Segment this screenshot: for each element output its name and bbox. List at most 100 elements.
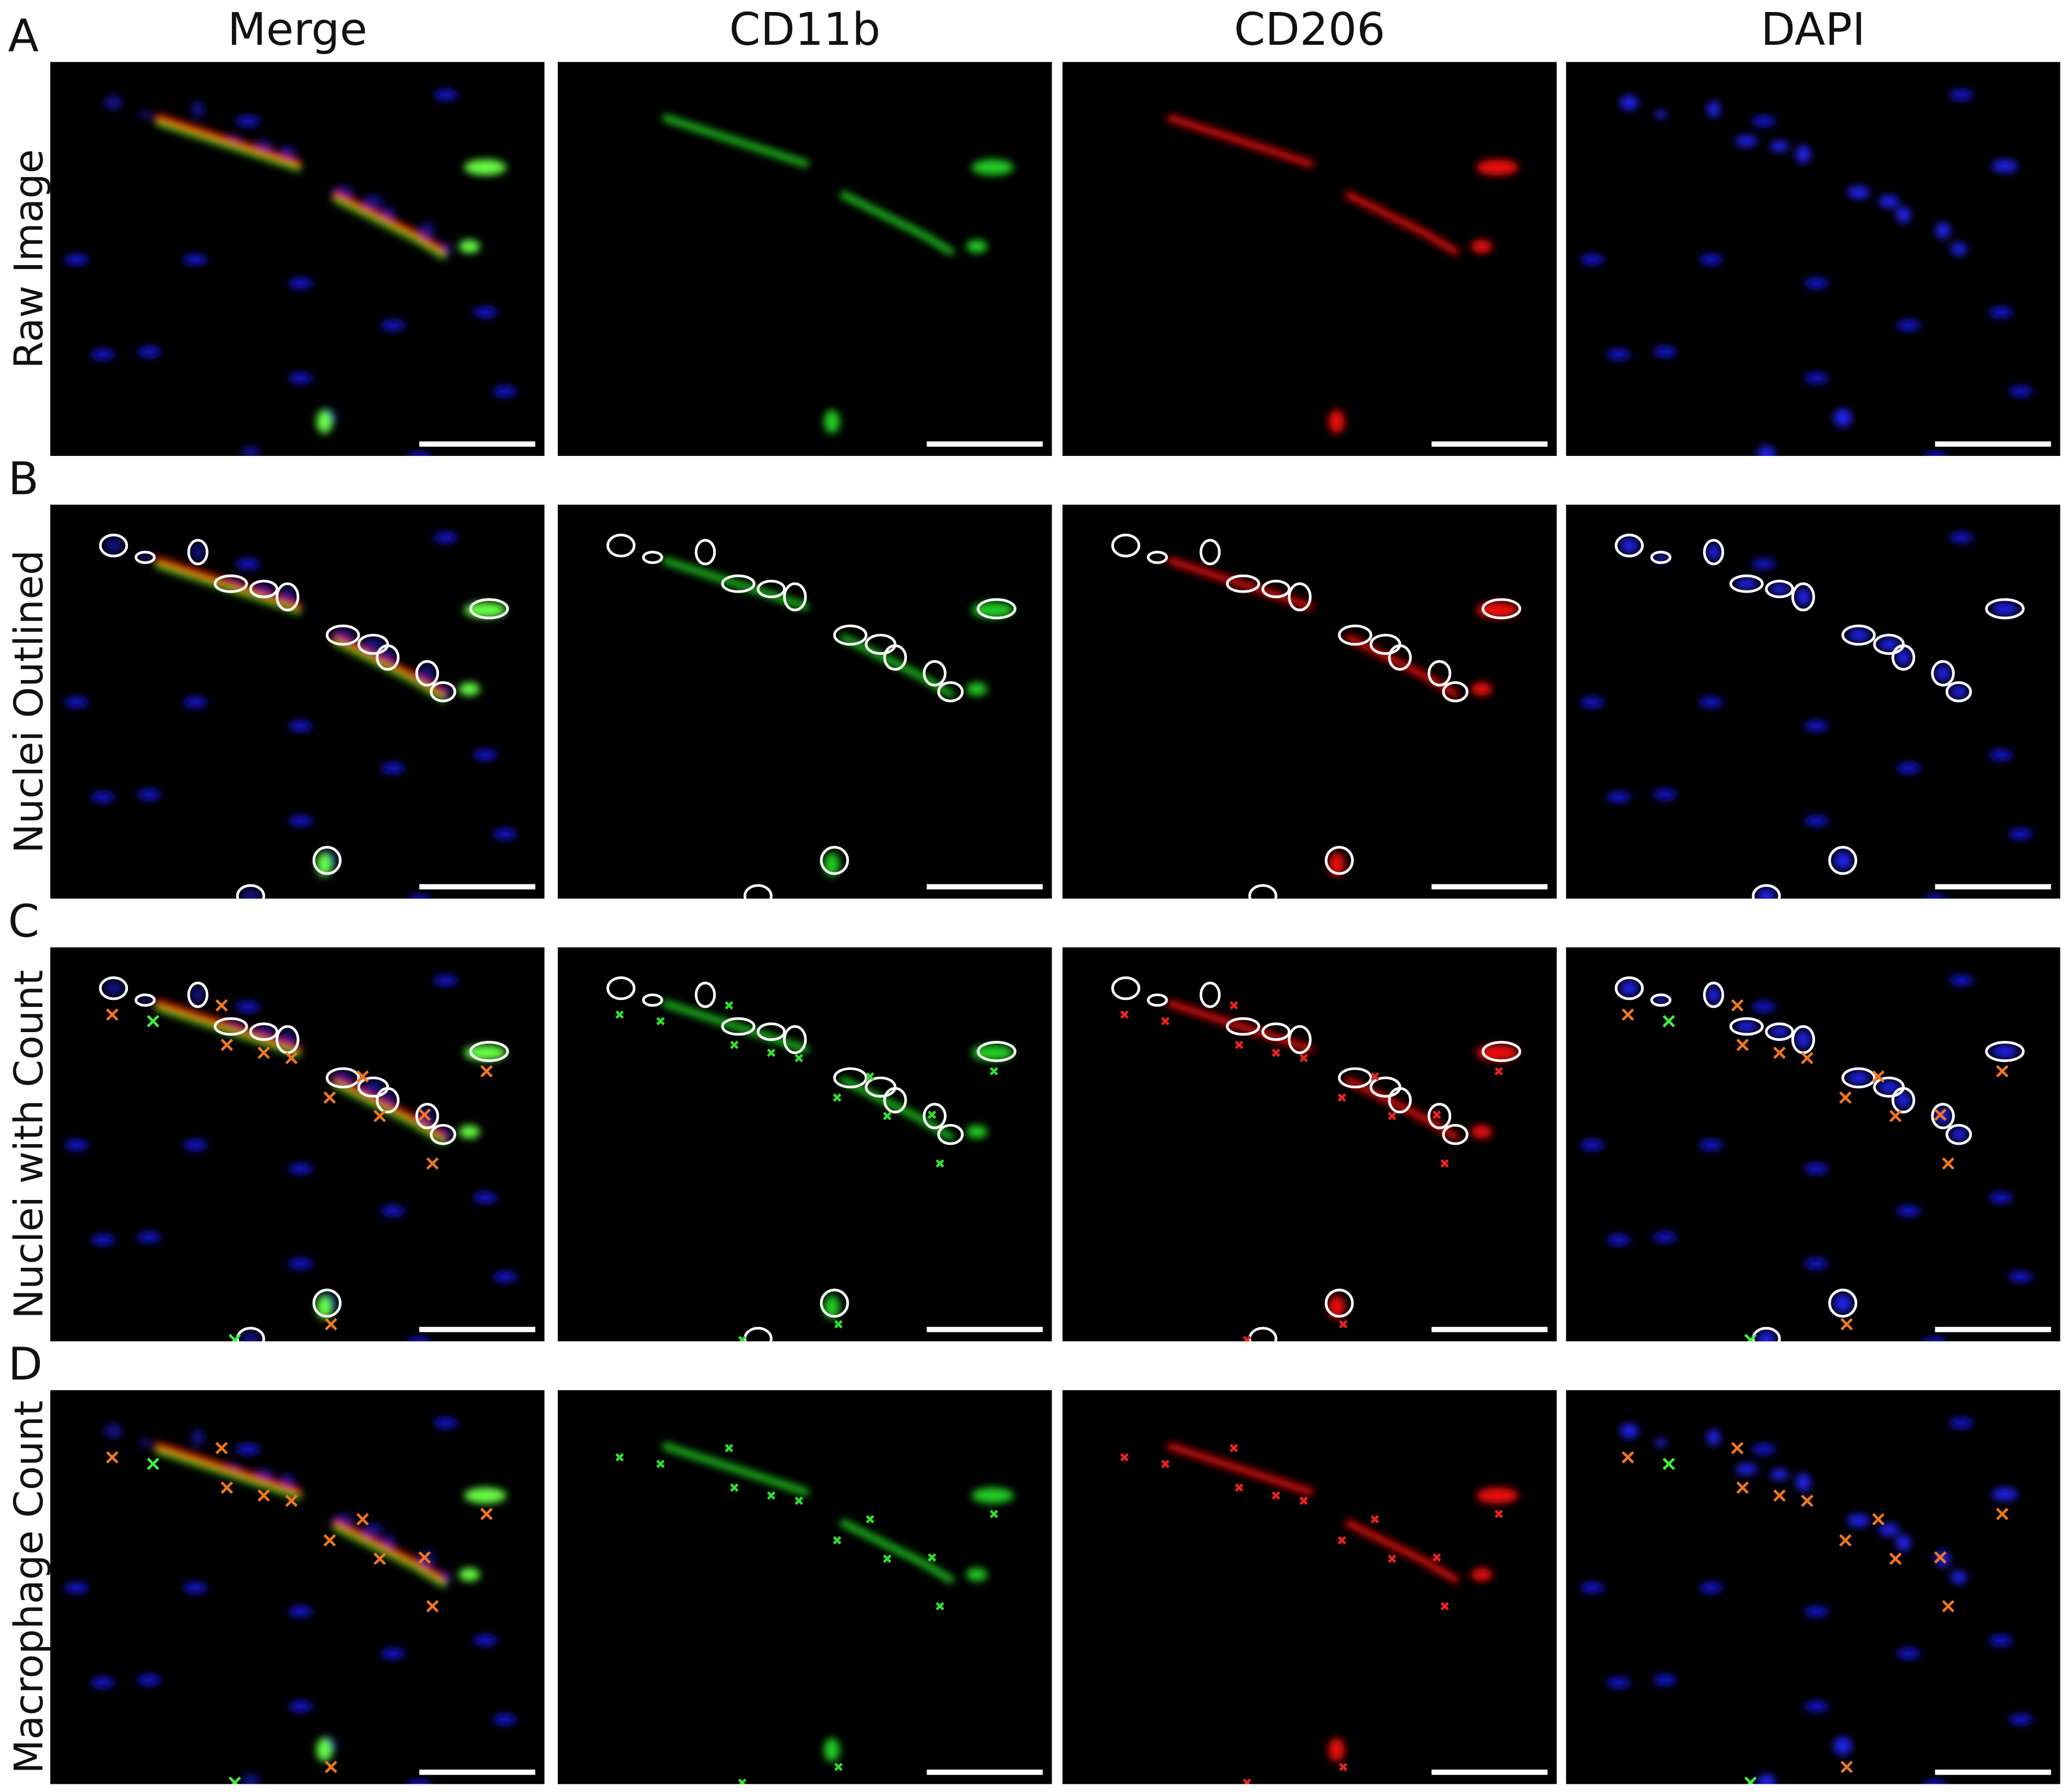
nucleus-signal [1923, 1337, 1947, 1342]
nucleus-signal [407, 894, 431, 899]
cell-signal [971, 159, 1014, 175]
nucleus-outline [756, 1022, 786, 1041]
count-marker [418, 1551, 431, 1564]
nucleus-signal [2008, 1714, 2033, 1725]
count-marker [883, 1554, 892, 1563]
count-marker [426, 1157, 439, 1170]
nucleus-outline [1427, 1103, 1452, 1129]
red-signal [331, 1518, 448, 1585]
nucleus-signal [65, 697, 89, 708]
nucleus-signal [104, 1424, 123, 1439]
count-marker [989, 1509, 999, 1519]
nucleus-outline [1199, 538, 1221, 566]
nucleus-signal [363, 195, 384, 208]
count-marker [480, 1065, 493, 1077]
count-marker [989, 1067, 999, 1076]
cell-signal [464, 159, 506, 175]
nucleus-outline [1945, 1123, 1972, 1145]
cell-signal [824, 1295, 840, 1319]
count-marker [1934, 1108, 1947, 1121]
nucleus-signal [1607, 792, 1631, 803]
count-marker [1801, 1494, 1814, 1507]
cell-signal [1476, 159, 1519, 175]
image-panel [50, 1390, 545, 1784]
nucleus-signal [1896, 320, 1921, 331]
count-marker [1494, 1067, 1503, 1076]
nucleus-signal [1805, 1606, 1829, 1617]
count-marker [1744, 1333, 1757, 1342]
count-marker [1662, 1015, 1675, 1028]
nucleus-signal [191, 101, 205, 118]
count-marker [1440, 1159, 1449, 1168]
nucleus-signal [1847, 186, 1870, 199]
nucleus-signal [1770, 140, 1789, 152]
cell-signal [1471, 1125, 1492, 1139]
count-marker [258, 1489, 270, 1502]
nucleus-outline [469, 1041, 509, 1062]
count-marker [1229, 1444, 1239, 1453]
count-marker [1621, 1008, 1634, 1021]
count-marker [927, 1553, 937, 1562]
count-marker [426, 1600, 439, 1613]
nucleus-outline [1891, 644, 1916, 671]
count-marker [833, 1536, 842, 1545]
nucleus-signal [1847, 628, 1870, 642]
marker-signal [662, 999, 809, 1053]
nucleus-signal [1699, 1582, 1723, 1594]
nucleus-signal [1796, 1473, 1811, 1492]
marker-signal [839, 190, 955, 256]
panel-letter: A [8, 10, 39, 62]
column-header: CD11b [729, 4, 881, 56]
nucleus-signal [1751, 1001, 1776, 1012]
nucleus-signal [1796, 1030, 1811, 1049]
image-panel [50, 947, 545, 1342]
nucleus-signal [65, 254, 89, 265]
panel-background [50, 62, 545, 456]
count-marker [1338, 1093, 1346, 1102]
nucleus-signal [241, 1331, 260, 1342]
nucleus-outline [783, 582, 807, 612]
nucleus-outline [1442, 1123, 1469, 1145]
nucleus-outline [1985, 1041, 2025, 1062]
nucleus-signal [1796, 587, 1811, 606]
nucleus-signal [1735, 578, 1758, 589]
nucleus-outline [135, 551, 156, 564]
red-signal [154, 113, 302, 169]
nucleus-signal [1950, 1571, 1967, 1584]
nucleus-outline [977, 1041, 1017, 1062]
fluorescence [1580, 532, 2033, 899]
nucleus-signal [1896, 1092, 1911, 1109]
count-marker [767, 1491, 776, 1500]
nucleus-outline [1931, 660, 1955, 687]
panel-letter: D [8, 1339, 43, 1391]
nucleus-signal [1834, 408, 1852, 427]
nucleus-outline [213, 1017, 248, 1036]
nucleus-outline [249, 1022, 278, 1041]
nucleus-outline [743, 884, 773, 899]
count-marker [1242, 1336, 1252, 1342]
nucleus-signal [381, 1648, 405, 1659]
nucleus-signal [1950, 242, 1967, 256]
nucleus-signal [1620, 981, 1639, 996]
nucleus-outline [694, 538, 716, 566]
nucleus-signal [1847, 1514, 1870, 1527]
count-marker [1271, 1491, 1281, 1500]
nucleus-outline [1650, 993, 1672, 1007]
scale-bar [1431, 1770, 1548, 1775]
nucleus-signal [1653, 346, 1677, 358]
nucleus-outline [187, 538, 209, 566]
panel-background [50, 1390, 545, 1784]
nucleus-outline [883, 644, 907, 671]
nucleus-signal [493, 829, 517, 840]
nucleus-outline [1945, 681, 1972, 702]
fluorescence [662, 114, 1014, 434]
count-marker [1242, 1778, 1252, 1784]
fluorescence [662, 1442, 1014, 1762]
nucleus-signal [1607, 1677, 1631, 1688]
count-marker [1773, 1046, 1786, 1059]
count-marker [106, 1008, 119, 1021]
nucleus-signal [1620, 95, 1639, 110]
fluorescence [1580, 1418, 2033, 1784]
nucleus-outline [1338, 1067, 1373, 1088]
